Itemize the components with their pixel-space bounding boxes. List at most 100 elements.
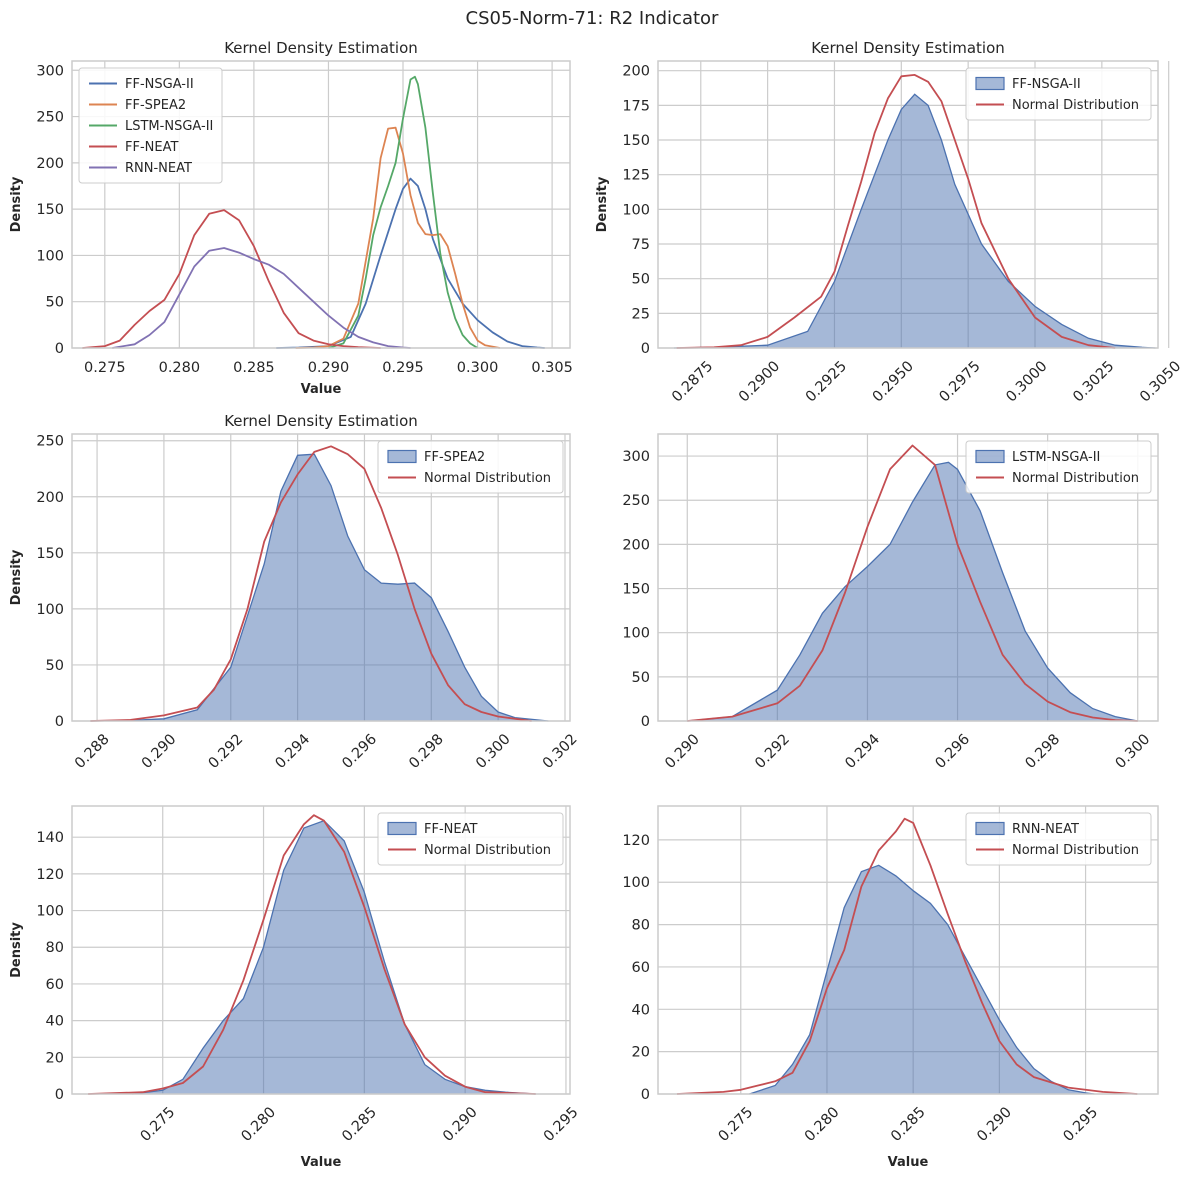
legend: LSTM-NSGA-II Normal Distribution <box>965 440 1152 494</box>
y-tick-label: 125 <box>622 168 650 184</box>
y-tick-label: 25 <box>632 306 650 322</box>
density-outline <box>749 864 1095 1095</box>
chart-panel: 0 50 100 150 200 250 300 0.275 0.280 0.285 0.290 0.… <box>9 39 573 397</box>
y-tick-label: 0 <box>55 1087 64 1103</box>
density-line <box>295 126 501 349</box>
normal-distribution-line <box>676 817 1138 1095</box>
y-tick-label: 80 <box>46 940 64 956</box>
legend: RNN-NEAT Normal Distribution <box>965 812 1152 866</box>
y-tick-label: 250 <box>36 110 64 126</box>
legend-swatch <box>387 821 417 836</box>
y-tick-label: 150 <box>622 582 650 598</box>
legend-box <box>965 67 1152 121</box>
normal-distribution-line <box>88 814 536 1095</box>
figure-suptitle: CS05-Norm-71: R2 Indicator <box>466 8 719 29</box>
plot-frame <box>657 805 1159 1095</box>
y-tick-label: 0 <box>641 341 650 357</box>
legend-label: FF-NSGA-II <box>1012 77 1081 92</box>
y-tick-label: 120 <box>622 833 650 849</box>
plot-frame <box>657 433 1159 722</box>
y-tick-label: 150 <box>36 546 64 562</box>
density-outline <box>687 461 1138 722</box>
y-tick-label: 100 <box>36 904 64 920</box>
plot-frame <box>71 805 571 1095</box>
x-tick-label: 0.285 <box>233 360 275 376</box>
x-axis-label: Value <box>888 1155 929 1170</box>
y-tick-label: 250 <box>622 493 650 509</box>
density-line <box>112 247 411 349</box>
normal-distribution-line <box>90 445 532 722</box>
y-tick-label: 300 <box>622 449 650 465</box>
legend-label: Normal Distribution <box>424 843 551 858</box>
legend: FF-SPEA2 Normal Distribution <box>377 440 564 494</box>
legend-label: LSTM-NSGA-II <box>125 119 213 134</box>
normal-distribution-line <box>676 74 1116 349</box>
density-fill <box>674 94 1156 348</box>
y-tick-label: 75 <box>632 237 650 253</box>
legend-swatch <box>975 449 1005 464</box>
y-tick-label: 60 <box>46 977 64 993</box>
y-axis-label: Density <box>9 176 24 232</box>
y-axis-label: Density <box>9 549 24 605</box>
x-axis-label: Value <box>301 382 342 397</box>
density-outline <box>673 93 1156 349</box>
density-line <box>82 209 381 349</box>
y-tick-label: 200 <box>622 537 650 553</box>
x-tick-label: 0.295 <box>382 360 424 376</box>
chart-title: Kernel Density Estimation <box>811 39 1005 57</box>
y-tick-label: 40 <box>46 1014 64 1030</box>
legend: FF-NSGA-II Normal Distribution <box>965 67 1152 121</box>
density-fill <box>132 820 536 1094</box>
y-tick-label: 0 <box>55 714 64 730</box>
x-tick-label: 0.275 <box>84 360 126 376</box>
legend: FF-NSGA-II FF-SPEA2 LSTM-NSGA-II FF-NEAT RNN… <box>78 67 223 184</box>
y-tick-label: 100 <box>622 202 650 218</box>
plot-frame <box>657 60 1159 349</box>
normal-distribution-line <box>687 444 1138 722</box>
y-tick-label: 250 <box>36 434 64 450</box>
y-tick-label: 50 <box>632 670 650 686</box>
x-tick-label: 0.290 <box>308 360 350 376</box>
legend-label: FF-NSGA-II <box>125 77 194 92</box>
y-tick-label: 100 <box>36 248 64 264</box>
y-tick-label: 300 <box>36 63 64 79</box>
x-axis-label: Value <box>301 1155 342 1170</box>
y-tick-label: 200 <box>36 490 64 506</box>
density-fill <box>90 454 549 721</box>
density-line <box>276 177 545 349</box>
legend-label: FF-SPEA2 <box>424 450 485 465</box>
y-tick-label: 20 <box>46 1050 64 1066</box>
legend-box <box>377 440 564 494</box>
legend-box <box>965 440 1152 494</box>
y-tick-label: 40 <box>632 1002 650 1018</box>
legend: FF-NEAT Normal Distribution <box>377 812 564 866</box>
legend-swatch <box>975 76 1005 91</box>
y-tick-label: 200 <box>36 156 64 172</box>
legend-box <box>965 812 1152 866</box>
density-fill <box>749 865 1095 1094</box>
density-fill <box>687 462 1138 721</box>
y-tick-label: 200 <box>622 64 650 80</box>
y-tick-label: 100 <box>622 875 650 891</box>
legend-box <box>78 67 223 184</box>
legend-box <box>377 812 564 866</box>
y-tick-label: 60 <box>632 960 650 976</box>
y-axis-label: Density <box>9 922 24 978</box>
x-tick-label: 0.280 <box>159 360 201 376</box>
plot-frame <box>71 433 571 722</box>
legend-swatch <box>387 449 417 464</box>
legend-label: Normal Distribution <box>424 471 551 486</box>
legend-label: Normal Distribution <box>1012 98 1139 113</box>
y-tick-label: 0 <box>641 1087 650 1103</box>
chart-title: Kernel Density Estimation <box>224 412 418 430</box>
y-tick-label: 0 <box>641 714 650 730</box>
y-tick-label: 175 <box>622 98 650 114</box>
y-tick-label: 50 <box>632 272 650 288</box>
y-tick-label: 80 <box>632 918 650 934</box>
legend-label: RNN-NEAT <box>125 161 192 176</box>
x-tick-label: 0.305 <box>531 360 573 376</box>
y-axis-label: Density <box>595 176 610 232</box>
legend-label: Normal Distribution <box>1012 843 1139 858</box>
